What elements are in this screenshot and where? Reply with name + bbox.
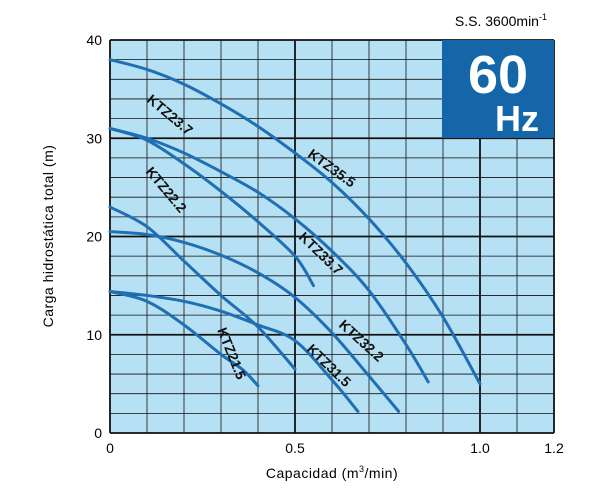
curve-series [108,58,482,413]
x-tick-label: 1.2 [544,440,564,456]
y-tick-label: 10 [86,327,102,343]
curve-ktz35-5 [108,58,482,386]
curve-ktz21-5 [108,290,260,388]
y-tick-label: 40 [86,32,102,48]
y-tick-label: 0 [94,425,102,441]
x-tick-label: 1.0 [470,440,490,456]
axis-ticks: 0 0.5 1.0 1.2 0 10 20 30 40 [86,32,564,456]
x-axis-title: Capacidad (m3/min) [266,464,398,481]
y-axis-title: Carga hidrostática total (m) [40,145,56,328]
y-tick-label: 20 [86,229,102,245]
x-tick-label: 0.5 [285,440,305,456]
curve-ktz23-7 [108,126,315,288]
frequency-value: 60 [468,45,528,105]
frequency-badge: 60 Hz [442,40,554,139]
grid-lines [109,39,555,434]
y-tick-label: 30 [86,130,102,146]
curve-ktz33-7 [108,126,430,384]
speed-label: S.S. 3600min-1 [455,12,547,29]
curve-ktz31-5 [108,290,360,413]
frequency-unit: Hz [495,98,539,139]
x-tick-label: 0 [106,440,114,456]
curve-ktz32-2 [108,230,401,413]
curve-ktz22-2 [108,205,297,371]
frequency-badge-box [442,40,554,138]
